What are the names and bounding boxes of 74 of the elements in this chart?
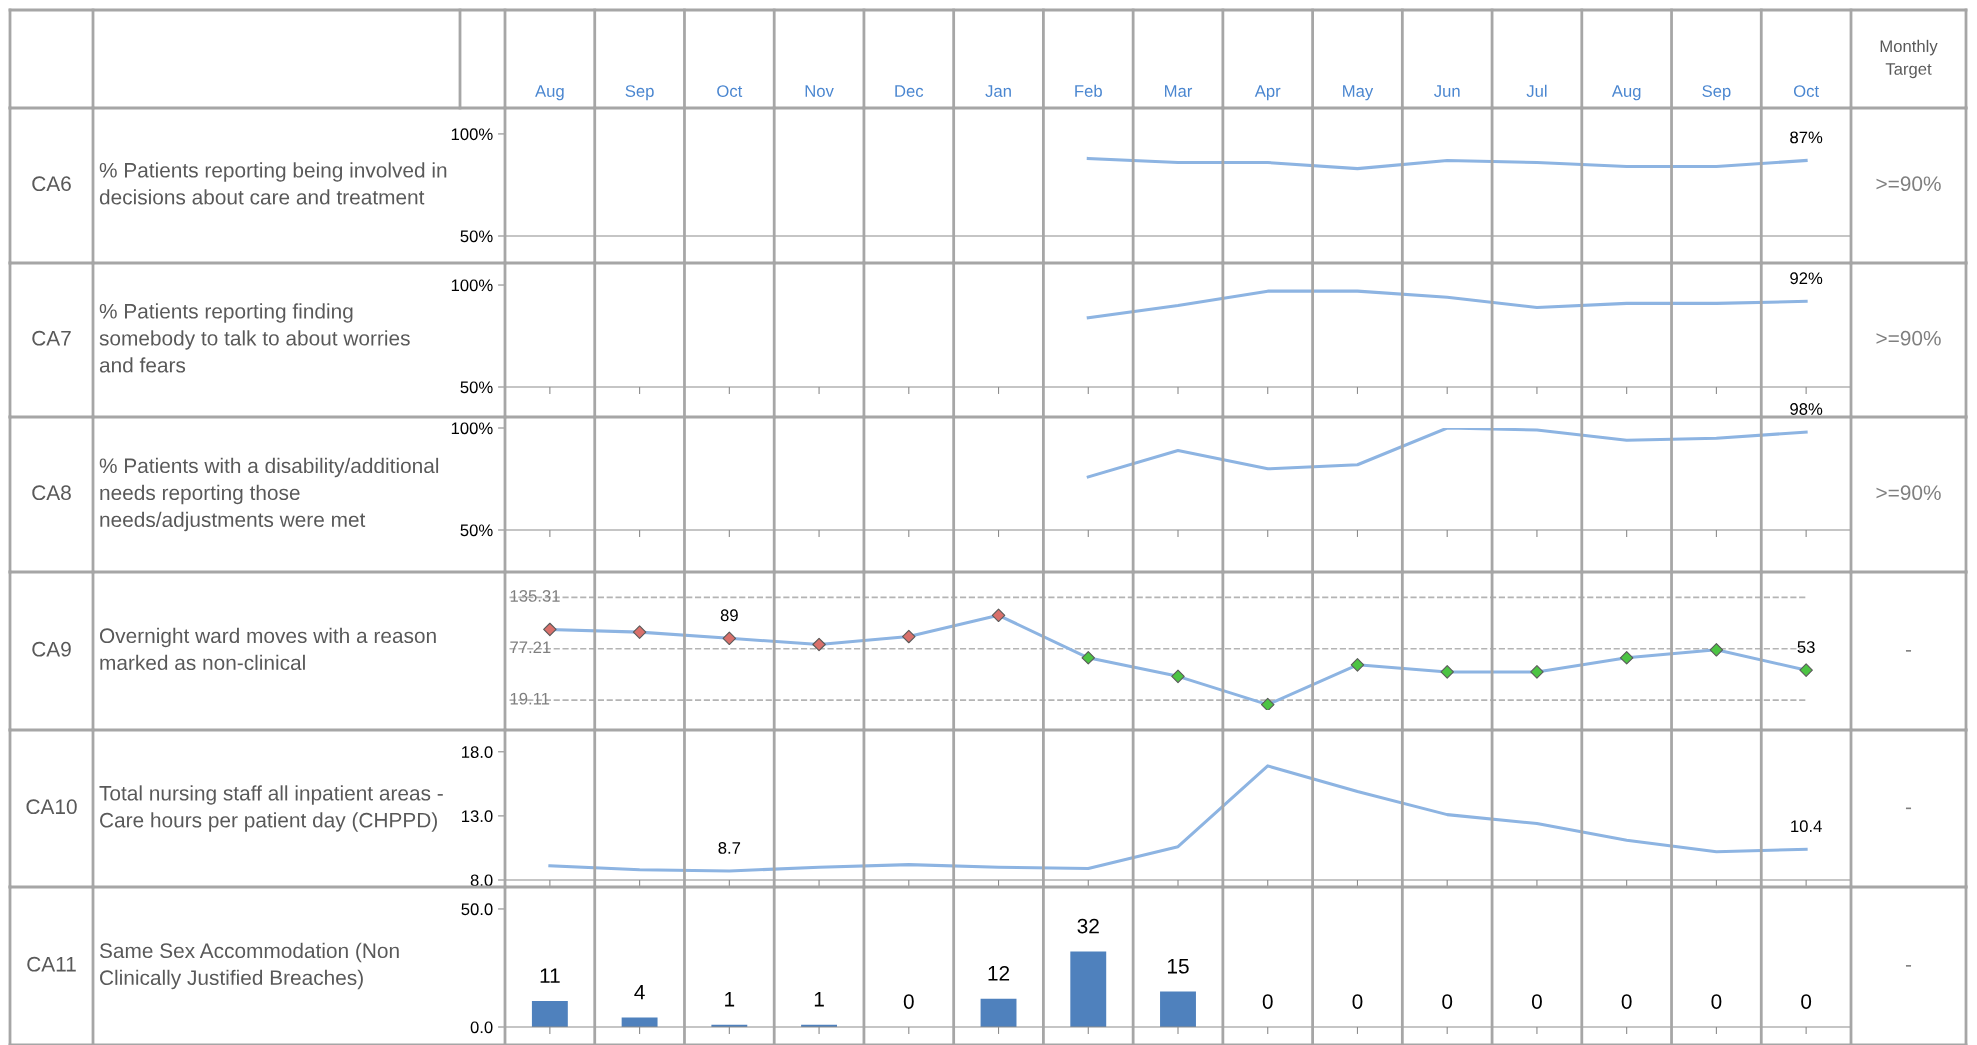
data-label: 0 [1531,994,1542,1009]
text: Total nursing staff all inpatient areas - Care hours per patient day (CHPPD) [99,785,443,832]
text: CA7 [32,330,71,346]
data-label: 0 [903,994,914,1009]
y-tick-label: 100% [451,422,493,435]
x-tick-label: Jul [1526,84,1547,97]
data-label: 32 [1077,918,1099,934]
data-label: 87% [1790,131,1823,144]
bar [980,998,1017,1027]
text: CA8 [32,485,71,501]
text: CA9 [32,641,71,657]
line-series [1086,156,1808,171]
data-label: 0 [1711,994,1722,1009]
data-label: 89 [720,609,738,622]
data-label: 0 [1262,994,1273,1009]
x-tick-label: Aug [535,85,564,101]
bar [1070,951,1107,1027]
y-tick-label: 18.0 [462,746,493,758]
data-label: 92% [1790,272,1823,285]
text: % Patients with a disability/additional needs reporting those needs/adjustments were met [99,457,439,532]
text: >=90% [1876,330,1941,346]
text: Same Sex Accommodation (Non Clinically Justified Breaches) [99,942,399,990]
x-tick-label: Oct [1793,85,1819,97]
text: - [1905,650,1912,652]
data-label: 53 [1797,641,1815,653]
data-label: 0 [1621,994,1632,1009]
x-tick-label: Apr [1254,85,1281,101]
data-label: 1 [814,992,824,1007]
data-label: 0 [1352,994,1363,1009]
y-tick-label: 8.0 [470,874,493,887]
text: CA10 [26,799,77,815]
x-tick-label: Dec [895,85,924,97]
y-tick-label: 100% [451,128,493,141]
text: CA6 [32,176,71,192]
text: CA11 [27,956,76,972]
y-tick-label: 50% [460,230,493,243]
x-tick-label: Oct [717,85,743,97]
y-tick-label: 100% [451,279,493,292]
text: - [1905,807,1912,810]
x-tick-label: Feb [1075,84,1102,97]
bar [1160,991,1196,1027]
x-tick-label: Sep [625,85,654,101]
data-label: 12 [988,965,1010,981]
data-label: 0 [1442,994,1453,1009]
data-label: 15 [1168,959,1189,974]
text: Monthly Target [1880,39,1938,79]
data-label: 11 [540,968,560,983]
text: >=90% [1876,485,1941,501]
data-label: 98% [1790,403,1823,415]
text: >=90% [1876,176,1941,192]
x-tick-label: Sep [1702,85,1731,101]
data-label: 0 [1801,994,1812,1009]
x-tick-label: Nov [805,85,834,97]
text: Overnight ward moves with a reason marked as non-clinical [99,627,436,671]
x-tick-label: May [1343,85,1374,101]
y-tick-label: 13.0 [462,810,493,823]
text: % Patients reporting finding somebody to talk to about worries and fears [99,303,410,373]
y-tick-label: 0.0 [470,1021,493,1034]
x-tick-label: Jan [985,85,1011,97]
data-label: 8.7 [718,842,741,854]
y-tick-label: 50% [460,524,493,537]
x-tick-label: Jun [1434,85,1460,97]
text: % Patients reporting being involved in decisions about care and treatment [99,162,447,205]
x-tick-label: Aug [1611,85,1641,101]
x-tick-label: Mar [1165,85,1193,97]
y-tick-label: 50.0 [461,903,493,916]
data-label: 4 [634,985,645,1000]
y-tick-label: 50% [460,381,493,394]
data-label: 1 [725,992,735,1007]
bar [531,1001,568,1027]
line-series [1086,428,1808,479]
data-label: 10.4 [1791,820,1822,833]
text: - [1905,965,1912,967]
line-series [1086,289,1808,320]
